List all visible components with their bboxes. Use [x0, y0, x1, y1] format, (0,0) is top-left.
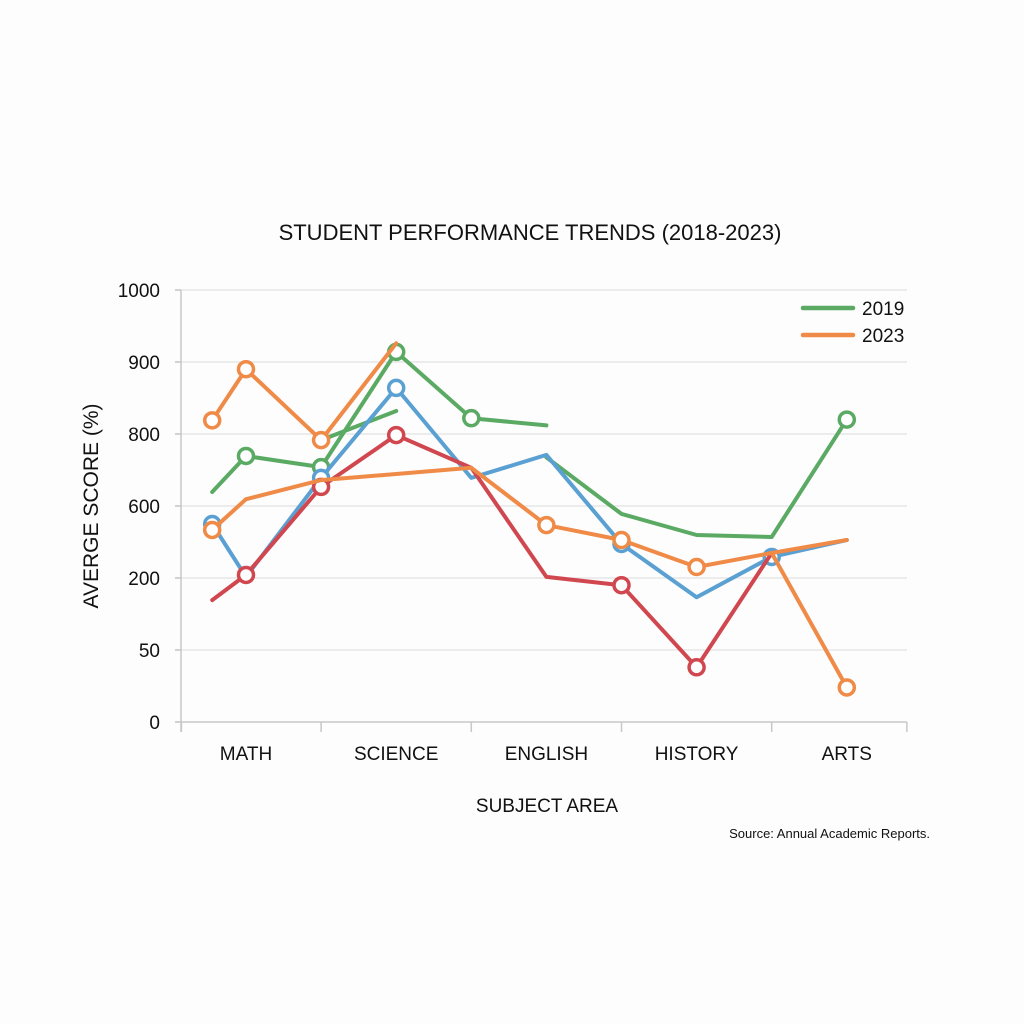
- data-point-marker: [236, 565, 256, 585]
- data-point-marker: [687, 557, 706, 577]
- legend: 2019 2023: [800, 299, 904, 347]
- series-line: [544, 417, 849, 539]
- x-axis-label: SUBJECT AREA: [476, 796, 619, 817]
- data-point-marker: [311, 430, 331, 450]
- series-group: [202, 341, 857, 697]
- data-point-marker: [687, 658, 706, 677]
- data-point-marker: [236, 359, 256, 379]
- y-tick-label: 800: [128, 425, 160, 446]
- series-orange-a: [202, 341, 399, 450]
- series-line: [319, 409, 399, 443]
- gridlines: [181, 289, 907, 651]
- y-tick-label: 50: [139, 641, 160, 662]
- legend-label: 2019: [862, 299, 904, 320]
- data-point-marker: [236, 446, 256, 466]
- x-tick-label: HISTORY: [655, 744, 739, 765]
- series-orange-b: [202, 465, 849, 577]
- data-point-marker: [386, 378, 406, 398]
- legend-label: 2023: [862, 326, 904, 347]
- series-line: [210, 341, 399, 443]
- series-blue: [202, 378, 849, 600]
- data-point-marker: [537, 515, 556, 535]
- series-green-b: [319, 409, 399, 443]
- y-axis-label: AVERGE SCORE (%): [80, 404, 103, 609]
- data-point-marker: [202, 520, 222, 540]
- x-tick-label: ENGLISH: [505, 744, 588, 765]
- x-tick-label: MATH: [220, 744, 272, 765]
- axes: 0 50 200 600 800 900 1000 MATH SCIENCE ENGLISH HIS…: [118, 281, 908, 765]
- series-line: [210, 385, 849, 600]
- y-tick-label: 0: [149, 713, 160, 734]
- data-point-marker: [202, 411, 222, 430]
- source-note: Source: Annual Academic Reports.: [729, 826, 930, 841]
- data-point-marker: [386, 425, 406, 445]
- series-orange-c: [769, 551, 857, 697]
- x-tick-label: ARTS: [822, 744, 872, 765]
- y-tick-label: 200: [128, 569, 160, 590]
- y-tick-label: 900: [128, 353, 160, 374]
- chart-title: STUDENT PERFORMANCE TRENDS (2018-2023): [279, 220, 782, 245]
- data-point-marker: [462, 408, 481, 428]
- x-tick-label: SCIENCE: [354, 744, 438, 765]
- y-tick-label: 600: [128, 497, 160, 518]
- data-point-marker: [612, 575, 631, 595]
- data-point-marker: [837, 678, 857, 697]
- y-tick-label: 1000: [118, 281, 160, 302]
- series-line: [769, 551, 849, 690]
- series-green-c: [544, 410, 857, 539]
- data-point-marker: [837, 410, 857, 429]
- data-point-marker: [612, 530, 631, 550]
